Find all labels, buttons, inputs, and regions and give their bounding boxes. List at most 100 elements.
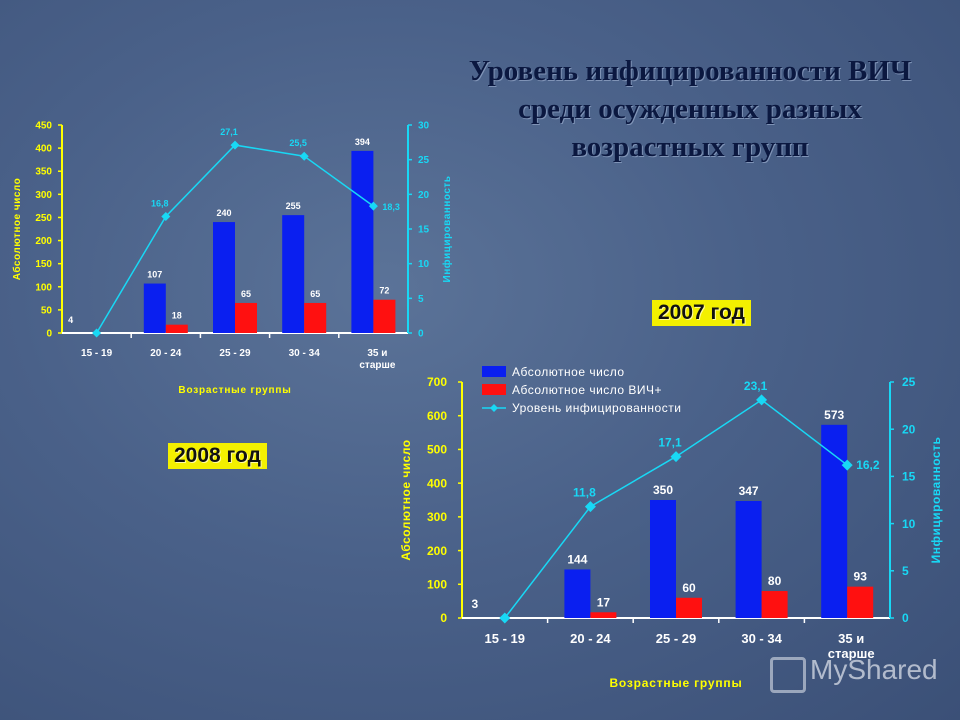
chart1-x-tick-label: 25 - 29 <box>219 348 251 359</box>
chart2-bar-hiv <box>676 597 702 618</box>
chart1-y-tick-label: 0 <box>46 329 52 340</box>
chart1-y-tick-label: 50 <box>41 305 53 316</box>
chart1-bar-total <box>351 150 374 333</box>
chart1-x-tick-label-2: старше <box>359 360 395 371</box>
chart1-line-label: 25,5 <box>289 138 307 148</box>
chart1-line-marker <box>230 140 240 150</box>
chart1-bar-total-label: 255 <box>286 201 301 211</box>
chart1-bar-total <box>282 215 305 333</box>
chart2-bar-total-label: 350 <box>653 483 673 497</box>
chart2-line-marker <box>841 459 853 471</box>
year-label-2008: 2008 год <box>168 443 267 469</box>
chart1-bar-hiv-label: 72 <box>379 286 389 296</box>
chart1-bar-total-label: 4 <box>68 315 73 325</box>
chart2-bar-hiv <box>761 591 788 618</box>
chart1-line-marker <box>299 151 309 161</box>
chart1-bar-hiv-label: 65 <box>241 289 251 299</box>
chart1-line-marker <box>161 212 171 222</box>
chart1-bar-hiv-label: 18 <box>172 311 182 321</box>
chart1-line-marker <box>368 201 378 211</box>
chart2-y2-tick-label: 15 <box>902 470 916 484</box>
chart2-x-tick-label: 25 - 29 <box>656 631 696 646</box>
chart2-y2-tick-label: 5 <box>902 564 909 578</box>
chart2-bar-total <box>564 569 591 618</box>
chart1-line-label: 18,3 <box>382 202 400 212</box>
chart1-bar-hiv <box>373 299 396 333</box>
chart1-y2-tick-label: 0 <box>418 329 424 340</box>
chart2-bar-total <box>735 501 762 618</box>
chart2-y-tick-label: 700 <box>427 375 447 389</box>
chart1-x-tick-label: 30 - 34 <box>289 348 321 359</box>
chart1-y-tick-label: 200 <box>35 236 52 247</box>
chart2-line-label: 16,2 <box>856 458 880 472</box>
chart1-y2-tick-label: 30 <box>418 121 430 132</box>
chart2-y-tick-label: 100 <box>427 577 447 591</box>
chart1-y-tick-label: 350 <box>35 167 52 178</box>
chart2-legend-label-line: Уровень инфицированности <box>512 401 681 415</box>
chart2-bar-total-label: 144 <box>567 552 587 566</box>
chart1-bar-total <box>213 222 235 333</box>
chart1-y2-axis-title: Инфицированность <box>441 176 453 283</box>
chart1-x-tick-label: 15 - 19 <box>81 348 113 359</box>
chart2-y-tick-label: 500 <box>427 443 447 457</box>
chart2-legend-swatch-hiv <box>482 384 506 395</box>
watermark-text: MyShared <box>810 654 938 685</box>
chart2-y2-tick-label: 10 <box>902 517 916 531</box>
chart2-bar-total-label: 573 <box>824 408 844 422</box>
chart2-bar-hiv <box>847 586 874 618</box>
chart1-y-tick-label: 450 <box>35 121 52 132</box>
chart1-y2-tick-label: 25 <box>418 155 430 166</box>
chart2-x-tick-label: 15 - 19 <box>485 631 525 646</box>
chart1-y-tick-label: 250 <box>35 213 52 224</box>
chart2-line-label: 17,1 <box>658 436 682 450</box>
chart2-bar-total-label: 347 <box>739 484 759 498</box>
chart1-line-label: 27,1 <box>220 127 238 137</box>
chart2-y-tick-label: 600 <box>427 409 447 423</box>
chart2-legend-swatch-marker <box>490 404 498 412</box>
chart1-x-tick-label: 35 и <box>367 348 387 359</box>
chart2-y2-tick-label: 25 <box>902 375 916 389</box>
chart1-y-axis-title: Абсолютное число <box>11 178 23 280</box>
chart1-bar-total <box>143 283 166 333</box>
chart2-line-marker <box>670 451 682 463</box>
chart2-y2-tick-label: 0 <box>902 611 909 625</box>
chart2-bar-total-label: 3 <box>471 597 478 611</box>
year-label-2007: 2007 год <box>652 300 751 326</box>
chart1-y2-tick-label: 20 <box>418 190 430 201</box>
chart2-line-marker <box>499 612 511 624</box>
chart2-y-tick-label: 200 <box>427 544 447 558</box>
chart1-y2-tick-label: 5 <box>418 294 424 305</box>
chart2-bar-hiv <box>590 612 617 618</box>
chart1-bar-total-label: 107 <box>147 270 162 280</box>
chart2-bar-hiv-label: 17 <box>597 595 611 609</box>
title-line-3: возрастных групп <box>571 131 809 163</box>
chart1-bar-hiv-label: 65 <box>310 289 320 299</box>
chart1-x-tick-label: 20 - 24 <box>150 348 182 359</box>
chart1-line-label: 16,8 <box>151 199 169 209</box>
chart2-bar-hiv-label: 60 <box>682 581 696 595</box>
title-line-1: Уровень инфицированности ВИЧ <box>468 55 912 87</box>
chart2-bar-hiv-label: 93 <box>854 570 868 584</box>
chart2-legend-label-total: Абсолютное число <box>512 365 625 379</box>
chart2-x-tick-label: 35 и <box>838 631 864 646</box>
chart1-x-axis-title: Возрастные группы <box>178 385 291 396</box>
chart1-bar-hiv <box>304 302 327 333</box>
chart2-x-axis-title: Возрастные группы <box>609 676 742 690</box>
chart2-y-tick-label: 300 <box>427 510 447 524</box>
chart2-x-tick-label: 30 - 34 <box>741 631 782 646</box>
chart2-x-tick-label: 20 - 24 <box>570 631 611 646</box>
chart1-bar-hiv <box>165 324 188 333</box>
chart2-line-label: 23,1 <box>744 379 768 393</box>
chart1-bar-total-label: 240 <box>216 208 231 218</box>
chart2-legend-swatch-total <box>482 366 506 377</box>
chart2-line-label: 11,8 <box>573 486 596 500</box>
chart1-bar-total-label: 394 <box>355 137 370 147</box>
chart1-y-tick-label: 100 <box>35 282 52 293</box>
slide-title: Уровень инфицированности ВИЧ среди осужд… <box>430 52 950 166</box>
chart2-y2-axis-title: Инфицированность <box>929 437 943 564</box>
chart2-y-tick-label: 0 <box>440 611 447 625</box>
title-line-2: среди осужденных разных <box>518 93 862 125</box>
chart1-y2-tick-label: 15 <box>418 225 430 236</box>
chart1-y-tick-label: 400 <box>35 144 52 155</box>
